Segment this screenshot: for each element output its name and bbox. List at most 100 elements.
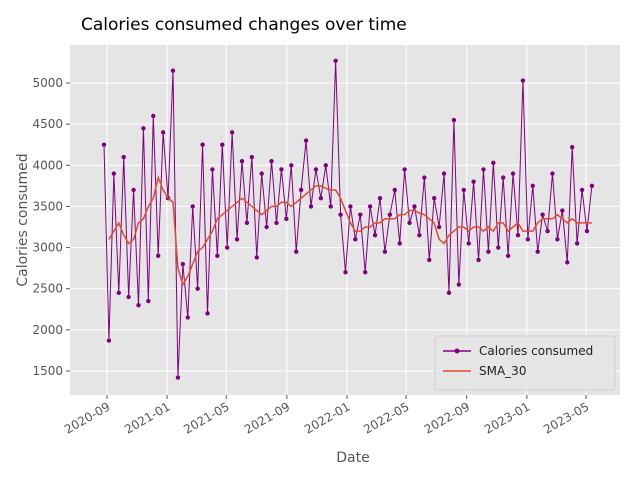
data-point bbox=[190, 204, 195, 209]
data-point bbox=[303, 138, 309, 143]
data-point bbox=[229, 130, 235, 135]
data-point bbox=[451, 117, 457, 123]
data-point bbox=[338, 212, 343, 217]
data-point bbox=[550, 171, 555, 176]
data-point bbox=[461, 187, 466, 193]
data-point bbox=[274, 220, 279, 226]
data-point bbox=[313, 167, 319, 172]
data-point bbox=[372, 233, 378, 238]
data-point bbox=[471, 179, 476, 184]
series-line bbox=[103, 60, 593, 378]
data-point bbox=[160, 130, 166, 135]
data-point bbox=[106, 338, 112, 343]
data-point bbox=[363, 270, 368, 275]
data-point bbox=[239, 158, 245, 164]
data-point bbox=[225, 245, 230, 250]
y-axis-label: Calories consumed bbox=[15, 153, 31, 286]
data-point bbox=[333, 58, 338, 63]
data-point bbox=[412, 204, 417, 209]
y-tick-label: 5000 bbox=[32, 76, 63, 90]
data-point bbox=[422, 175, 427, 180]
x-tick-label: 2023-01 bbox=[482, 399, 532, 436]
y-tick-label: 2000 bbox=[32, 323, 63, 337]
data-point bbox=[525, 237, 531, 242]
x-tick-label: 2022-05 bbox=[361, 399, 411, 436]
data-point bbox=[377, 195, 383, 201]
data-point bbox=[574, 241, 580, 246]
y-tick-label: 3500 bbox=[32, 199, 63, 213]
data-point bbox=[367, 204, 373, 209]
data-point bbox=[141, 126, 146, 131]
data-point bbox=[397, 241, 402, 246]
data-point bbox=[185, 315, 190, 320]
data-point bbox=[560, 208, 565, 213]
data-point bbox=[402, 167, 407, 172]
data-point bbox=[264, 224, 269, 230]
y-tick-label: 4000 bbox=[32, 158, 63, 172]
x-axis-label: Date bbox=[336, 450, 369, 466]
data-point bbox=[116, 290, 121, 296]
data-point bbox=[540, 212, 545, 217]
data-point bbox=[520, 78, 526, 83]
data-point bbox=[210, 167, 215, 172]
data-point bbox=[476, 257, 481, 263]
x-tick-label: 2022-09 bbox=[422, 399, 472, 436]
data-point bbox=[195, 286, 200, 291]
data-point bbox=[180, 261, 186, 267]
data-point bbox=[289, 163, 294, 168]
data-point bbox=[111, 171, 117, 176]
x-tick-label: 2023-05 bbox=[541, 399, 591, 436]
data-point bbox=[151, 113, 156, 119]
data-point bbox=[259, 171, 264, 176]
series-line bbox=[108, 175, 592, 287]
data-point bbox=[486, 249, 491, 254]
y-tick-label: 1500 bbox=[32, 364, 63, 378]
data-point bbox=[156, 253, 161, 258]
data-point bbox=[121, 154, 126, 160]
data-point bbox=[530, 183, 535, 189]
legend-label: SMA_30 bbox=[479, 364, 526, 378]
data-point bbox=[308, 204, 314, 209]
legend-label: Calories consumed bbox=[479, 344, 593, 358]
x-tick-label: 2022-01 bbox=[302, 399, 352, 436]
data-point bbox=[131, 187, 136, 193]
data-point bbox=[515, 233, 521, 238]
data-point bbox=[353, 237, 358, 242]
data-point bbox=[545, 228, 550, 234]
y-tick-label: 2500 bbox=[32, 282, 63, 296]
data-point bbox=[136, 302, 141, 308]
x-tick-label: 2020-09 bbox=[62, 399, 112, 436]
data-point bbox=[417, 233, 422, 238]
x-tick-label: 2021-01 bbox=[122, 399, 172, 436]
data-point bbox=[387, 212, 393, 217]
y-tick-label: 3000 bbox=[32, 241, 63, 255]
legend-marker bbox=[454, 348, 460, 354]
data-point bbox=[535, 249, 540, 254]
data-point bbox=[432, 195, 437, 201]
data-point bbox=[382, 249, 388, 254]
data-point bbox=[456, 282, 462, 287]
data-point bbox=[205, 311, 210, 316]
data-point bbox=[254, 255, 259, 260]
data-point bbox=[589, 183, 595, 189]
data-point bbox=[441, 171, 447, 176]
data-point bbox=[392, 187, 397, 193]
data-point bbox=[496, 245, 501, 250]
data-point bbox=[446, 290, 452, 296]
data-point bbox=[343, 270, 348, 275]
data-point bbox=[466, 241, 471, 246]
data-point bbox=[407, 220, 412, 226]
data-point bbox=[358, 212, 363, 217]
y-tick-label: 4500 bbox=[32, 117, 63, 131]
data-point bbox=[294, 249, 299, 254]
data-point bbox=[436, 224, 442, 230]
legend: Calories consumed SMA_30 bbox=[434, 335, 616, 391]
data-point bbox=[175, 375, 181, 380]
data-point bbox=[170, 68, 176, 73]
data-point bbox=[146, 298, 151, 304]
data-point bbox=[200, 142, 205, 147]
data-point bbox=[328, 204, 333, 209]
marks bbox=[101, 58, 595, 380]
x-tick-label: 2021-09 bbox=[242, 399, 292, 436]
